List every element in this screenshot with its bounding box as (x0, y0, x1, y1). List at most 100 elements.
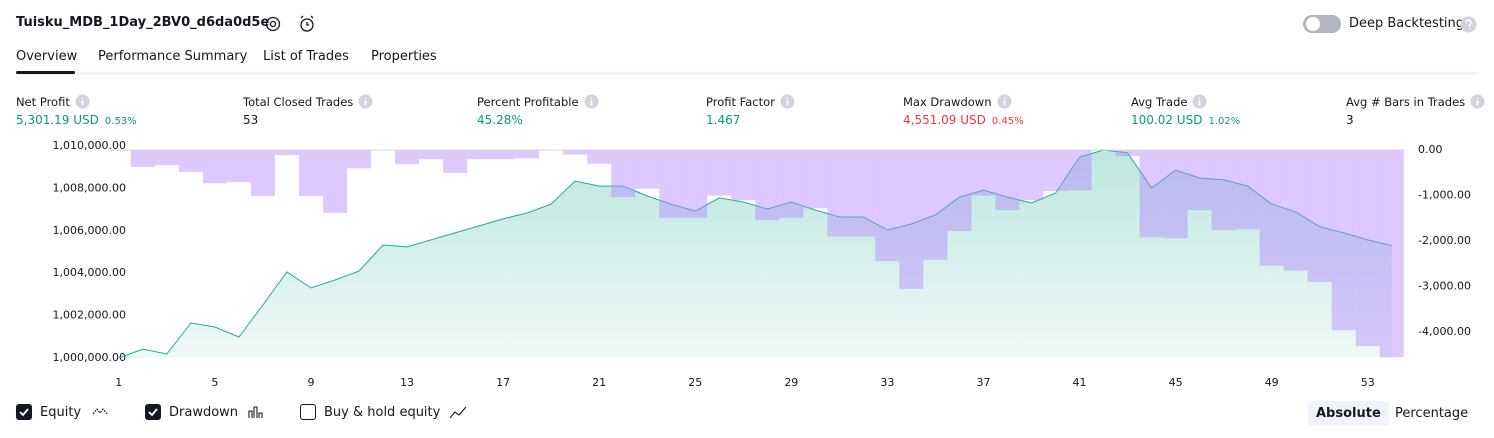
metric-number: 1.467 (706, 113, 741, 127)
tab[interactable]: Overview (16, 49, 78, 64)
drawdown-bar (1211, 150, 1236, 231)
drawdown-bar (683, 150, 708, 218)
drawdown-bar (226, 150, 251, 182)
metric-value: 53 (243, 113, 258, 127)
drawdown-bar (250, 150, 275, 197)
y-tick-label: 1,004,000.00 (53, 266, 126, 279)
metric-value: 4,551.09 USD 0.45% (903, 113, 1024, 127)
metric-label: Percent Profitable (477, 94, 599, 109)
drawdown-bar (1043, 150, 1068, 192)
tab-rule (16, 72, 1477, 75)
checkbox[interactable] (145, 404, 161, 420)
deep-backtesting-switch[interactable] (1302, 13, 1342, 35)
info-icon (75, 94, 90, 109)
drawdown-bar (1379, 150, 1404, 358)
metric-name: Avg Trade (1131, 94, 1188, 109)
metric-name: Percent Profitable (477, 94, 579, 109)
drawdown-bar (419, 150, 444, 160)
drawdown-bar (563, 150, 588, 155)
tab[interactable]: Properties (371, 49, 437, 64)
drawdown-bar (971, 150, 996, 196)
equity-area (118, 150, 1392, 358)
x-tick-label: 33 (880, 376, 894, 389)
tab[interactable]: List of Trades (263, 49, 349, 64)
drawdown-bar (635, 150, 660, 189)
legend-icon (248, 406, 263, 418)
x-tick-label: 9 (307, 376, 314, 389)
drawdown-bar (491, 150, 516, 160)
drawdown-bar (395, 150, 420, 165)
x-tick-label: 5 (211, 376, 218, 389)
mode-button[interactable]: Absolute (1308, 401, 1389, 426)
metric-label: Net Profit (16, 94, 90, 109)
drawdown-bar (731, 150, 756, 201)
drawdown-bar (1067, 150, 1092, 191)
info-icon (1470, 94, 1485, 109)
help-icon[interactable] (1460, 16, 1477, 33)
drawdown-bar (875, 150, 900, 262)
drawdown-bar (1355, 150, 1380, 347)
y2-tick-label: -1,000.00 (1418, 189, 1471, 202)
drawdown-bar (1115, 150, 1140, 157)
metric-name: Avg # Bars in Trades (1346, 94, 1466, 109)
legend-toggle[interactable]: Drawdown (145, 404, 266, 420)
drawdown-bar (322, 150, 347, 213)
y-tick-label: 1,006,000.00 (53, 224, 126, 237)
metric-value: 3 (1346, 113, 1354, 127)
metric-number: 3 (1346, 113, 1354, 127)
check (148, 408, 158, 417)
drawdown-bar (274, 150, 299, 156)
drawdown-bar (178, 150, 203, 172)
drawdown-bar (515, 150, 540, 159)
drawdown-bar (1139, 150, 1164, 238)
x-tick-label: 1 (115, 376, 122, 389)
metric-change: 1.02% (1208, 116, 1241, 127)
mode-button[interactable]: Percentage (1395, 406, 1469, 421)
tab[interactable]: Performance Summary (98, 49, 248, 64)
legend-glyph (92, 408, 108, 415)
drawdown-bar (1187, 150, 1212, 211)
strategy-title: Tuisku_MDB_1Day_2BV0_d6da0d5e (16, 15, 270, 30)
settings-icon[interactable] (265, 16, 281, 32)
x-tick-label: 13 (400, 376, 414, 389)
x-tick-label: 53 (1361, 376, 1375, 389)
drawdown-bar (130, 150, 155, 167)
metric-label: Total Closed Trades (243, 94, 373, 109)
metric-name: Profit Factor (706, 94, 775, 109)
metric-change: 0.45% (991, 116, 1024, 127)
legend-toggle[interactable]: Equity (16, 404, 109, 420)
drawdown-bar (803, 150, 828, 209)
metric-value: 100.02 USD 1.02% (1131, 113, 1240, 127)
chart: 1,000,000.00 1,002,000.00 1,004,000.00 1,00… (53, 139, 1471, 389)
checkbox[interactable] (300, 404, 316, 420)
drawdown-bar (1307, 150, 1332, 283)
drawdown-bar (298, 150, 323, 197)
x-tick-label: 37 (976, 376, 990, 389)
drawdown-bar (346, 150, 372, 169)
drawdown-bar (611, 150, 636, 197)
x-tick-label: 41 (1073, 376, 1087, 389)
y-tick-label: 1,000,000.00 (53, 351, 126, 364)
drawdown-bar (1259, 150, 1284, 266)
drawdown-bar (1283, 150, 1308, 271)
drawdown-bar (659, 150, 684, 218)
metric-name: Net Profit (16, 94, 70, 109)
drawdown-bar (202, 150, 227, 184)
legend-label: Buy & hold equity (324, 404, 441, 420)
drawdown-bar (947, 150, 972, 232)
drawdown-bar (1019, 150, 1044, 201)
y-tick-label: 1,010,000.00 (53, 139, 126, 152)
deep-backtesting-label: Deep Backtesting (1349, 16, 1465, 31)
x-tick-label: 49 (1265, 376, 1279, 389)
checkbox[interactable] (16, 404, 32, 420)
alert-icon[interactable] (300, 15, 314, 32)
info-icon (358, 94, 373, 109)
metric-value: 45.28% (477, 113, 523, 127)
y-tick-label: 1,008,000.00 (53, 181, 126, 194)
header-icons (265, 15, 314, 32)
legend-toggle[interactable]: Buy & hold equity (300, 404, 468, 420)
metric-change: 0.53% (104, 116, 137, 127)
y2-tick-label: -3,000.00 (1418, 280, 1471, 293)
info-icon (997, 94, 1011, 109)
x-tick-label: 29 (784, 376, 798, 389)
